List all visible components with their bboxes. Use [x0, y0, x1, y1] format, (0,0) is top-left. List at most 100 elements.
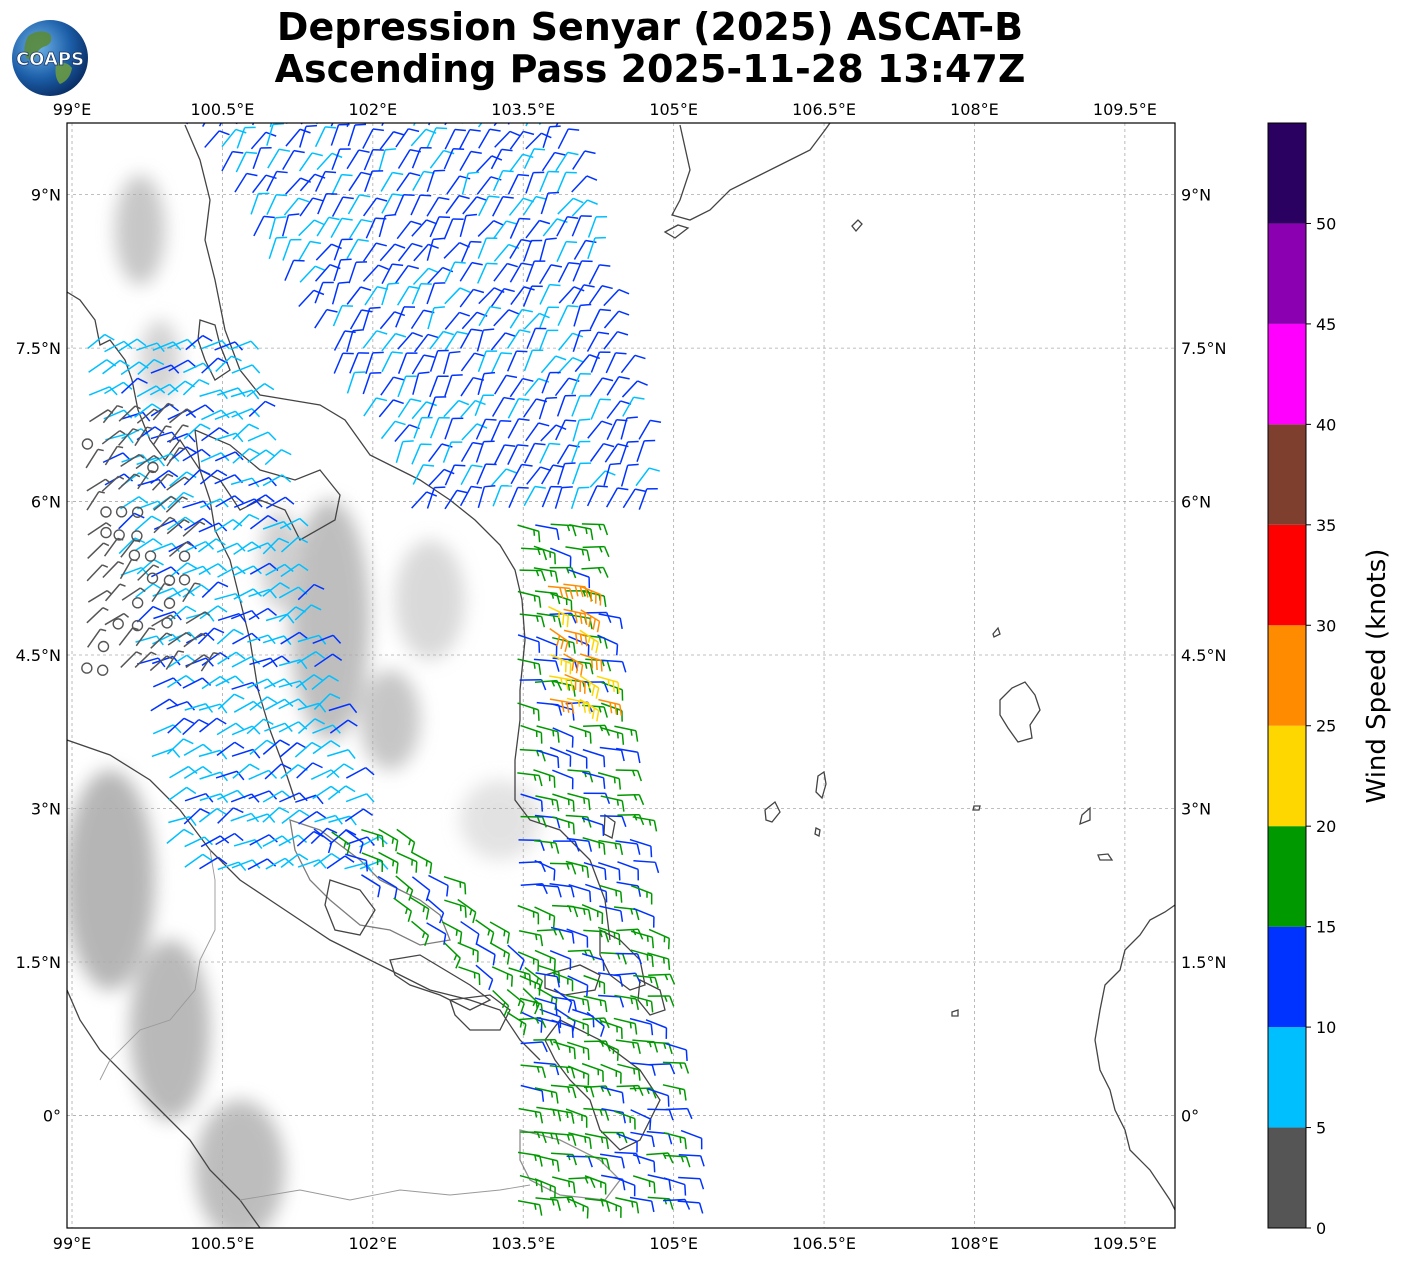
- lat-tick-label-right: 3°N: [1181, 800, 1211, 819]
- wind-barb: [297, 718, 325, 735]
- wind-barb: [550, 1084, 577, 1099]
- wind-barb: [331, 196, 354, 217]
- wind-barb: [377, 875, 398, 899]
- wind-barb: [247, 449, 276, 464]
- wind-barb: [151, 473, 174, 491]
- wind-barb: [395, 440, 414, 463]
- wind-barb: [520, 793, 544, 812]
- wind-barb: [600, 795, 625, 812]
- wind-barb: [597, 772, 622, 790]
- wind-barb: [539, 442, 561, 464]
- wind-barb-calm: [115, 506, 128, 518]
- lon-tick-label-bottom: 103.5°E: [491, 1234, 555, 1253]
- wind-barb: [519, 975, 541, 996]
- wind-barb: [184, 853, 213, 868]
- wind-barb: [426, 922, 447, 945]
- wind-barb: [348, 261, 368, 284]
- wind-barb: [633, 974, 659, 989]
- wind-barb: [298, 152, 323, 172]
- wind-barb: [185, 334, 213, 351]
- wind-barb: [589, 377, 614, 397]
- figure-title: Depression Senyar (2025) ASCAT-B Ascendi…: [150, 6, 1150, 90]
- wind-barb: [494, 374, 518, 395]
- wind-barb-calm: [97, 640, 110, 653]
- wind-barb: [153, 610, 182, 621]
- wind-barb: [262, 474, 292, 487]
- wind-barb: [296, 651, 326, 665]
- wind-barb: [550, 926, 575, 944]
- wind-barb: [475, 943, 496, 966]
- wind-barb: [539, 283, 561, 305]
- wind-barb: [444, 899, 467, 918]
- wind-barb: [232, 632, 261, 645]
- wind-barb: [542, 125, 561, 148]
- wind-barb: [201, 409, 230, 421]
- wind-barb: [567, 1016, 589, 1037]
- wind-barb: [571, 215, 592, 237]
- wind-barb: [87, 333, 115, 349]
- wind-barb: [632, 1154, 656, 1173]
- wind-barb: [517, 658, 542, 675]
- wind-barb: [443, 942, 461, 969]
- wind-barb: [476, 328, 495, 352]
- wind-barb: [581, 952, 605, 971]
- wind-barb: [490, 287, 515, 308]
- wind-barb: [541, 151, 566, 172]
- wind-barb: [214, 592, 243, 604]
- wind-barb: [165, 496, 188, 513]
- wind-barb: [234, 172, 258, 193]
- wind-barb: [617, 793, 645, 806]
- wind-barb: [582, 771, 606, 789]
- wind-barb: [248, 476, 277, 487]
- wind-barb: [199, 771, 228, 782]
- wind-barb: [151, 748, 181, 758]
- wind-barb: [333, 258, 352, 282]
- wind-barb: [346, 329, 364, 353]
- wind-barb: [214, 518, 243, 533]
- wind-barb: [586, 485, 608, 507]
- wind-barb: [231, 681, 260, 692]
- wind-barb: [566, 994, 590, 1012]
- wind-barb: [185, 611, 211, 625]
- wind-barb: [583, 1107, 610, 1121]
- wind-barb: [581, 523, 609, 536]
- wind-barb: [477, 237, 498, 259]
- wind-barb: [183, 808, 211, 825]
- wind-barb: [412, 267, 439, 285]
- wind-barb: [534, 997, 558, 1016]
- wind-barb: [579, 585, 602, 606]
- wind-barb: [476, 463, 497, 485]
- wind-barb: [411, 219, 438, 237]
- wind-barb: [199, 717, 227, 733]
- wind-barb: [428, 468, 455, 487]
- wind-barb: [410, 194, 432, 216]
- wind-barb: [492, 485, 513, 507]
- wind-barb: [598, 839, 624, 856]
- wind-barb: [246, 813, 276, 823]
- wind-barb: [552, 996, 577, 1012]
- wind-barb: [246, 718, 274, 735]
- wind-barb: [586, 331, 610, 352]
- wind-barb: [150, 470, 179, 485]
- wind-barb: [662, 1084, 687, 1101]
- wind-barb: [550, 547, 572, 568]
- wind-barb: [217, 651, 246, 665]
- wind-barb: [101, 430, 126, 445]
- wind-barb: [150, 364, 180, 374]
- wind-barb: [214, 410, 244, 421]
- wind-barb: [648, 1063, 676, 1075]
- wind-barb: [310, 769, 340, 780]
- wind-barb: [442, 350, 461, 375]
- wind-barb: [522, 285, 543, 307]
- wind-barb: [428, 123, 431, 126]
- wind-barb: [525, 422, 550, 442]
- wind-barb: [520, 1084, 545, 1102]
- wind-barb: [444, 128, 466, 150]
- wind-barb: [314, 126, 337, 148]
- wind-barb: [380, 376, 405, 396]
- wind-barb: [491, 352, 513, 374]
- wind-barb: [215, 495, 244, 508]
- wind-barb: [490, 148, 513, 170]
- wind-barb: [518, 929, 544, 947]
- wind-barb-calm: [100, 526, 112, 539]
